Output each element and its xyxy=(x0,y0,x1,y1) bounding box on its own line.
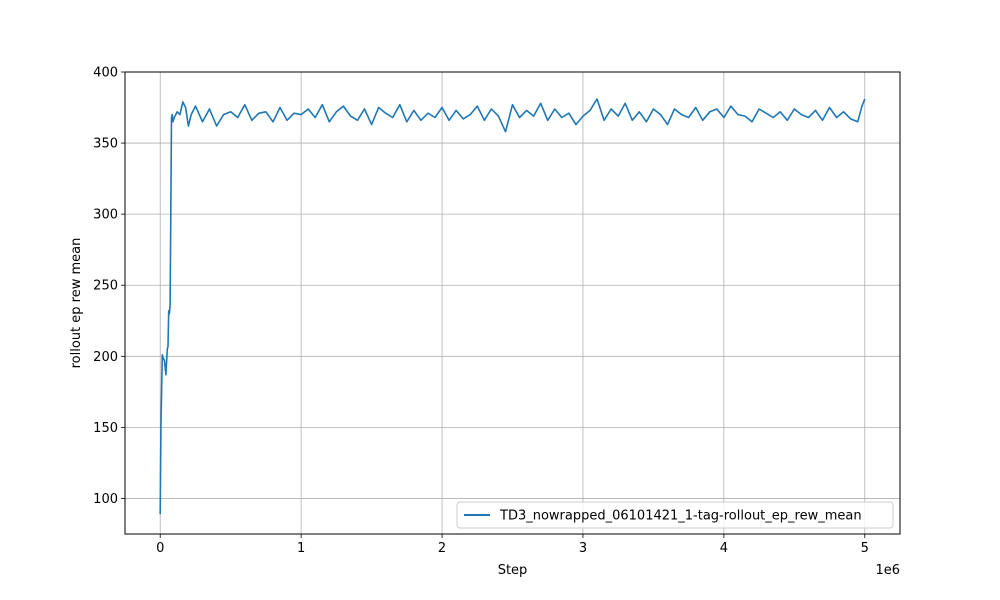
y-tick-label: 100 xyxy=(93,492,118,507)
x-axis-offset-label: 1e6 xyxy=(875,563,900,578)
legend-label: TD3_nowrapped_06101421_1-tag-rollout_ep_… xyxy=(499,509,862,524)
series-layer xyxy=(159,98,866,515)
x-tick-label: 1 xyxy=(297,541,305,556)
legend-box xyxy=(456,501,894,529)
y-tick-label: 400 xyxy=(93,66,118,81)
x-tick-label: 2 xyxy=(438,541,446,556)
y-tick-label: 350 xyxy=(93,137,118,152)
x-tick-label: 4 xyxy=(720,541,728,556)
y-tick-label: 200 xyxy=(93,350,118,365)
x-tick-label: 0 xyxy=(156,541,164,556)
x-tick-label: 3 xyxy=(579,541,587,556)
series-line xyxy=(159,98,866,515)
x-axis-label: Step xyxy=(498,563,528,578)
y-tick-label: 150 xyxy=(93,421,118,436)
y-tick-label: 300 xyxy=(93,208,118,223)
x-tick-label: 5 xyxy=(861,541,869,556)
y-tick-label: 250 xyxy=(93,279,118,294)
grid xyxy=(125,71,900,534)
ticks: 0 1 2 3 4 5 100 150 200 250 300 350 400 xyxy=(93,66,869,557)
y-axis-label: rollout ep rew mean xyxy=(69,238,84,369)
plot-frame xyxy=(124,71,901,535)
legend: TD3_nowrapped_06101421_1-tag-rollout_ep_… xyxy=(456,501,894,529)
